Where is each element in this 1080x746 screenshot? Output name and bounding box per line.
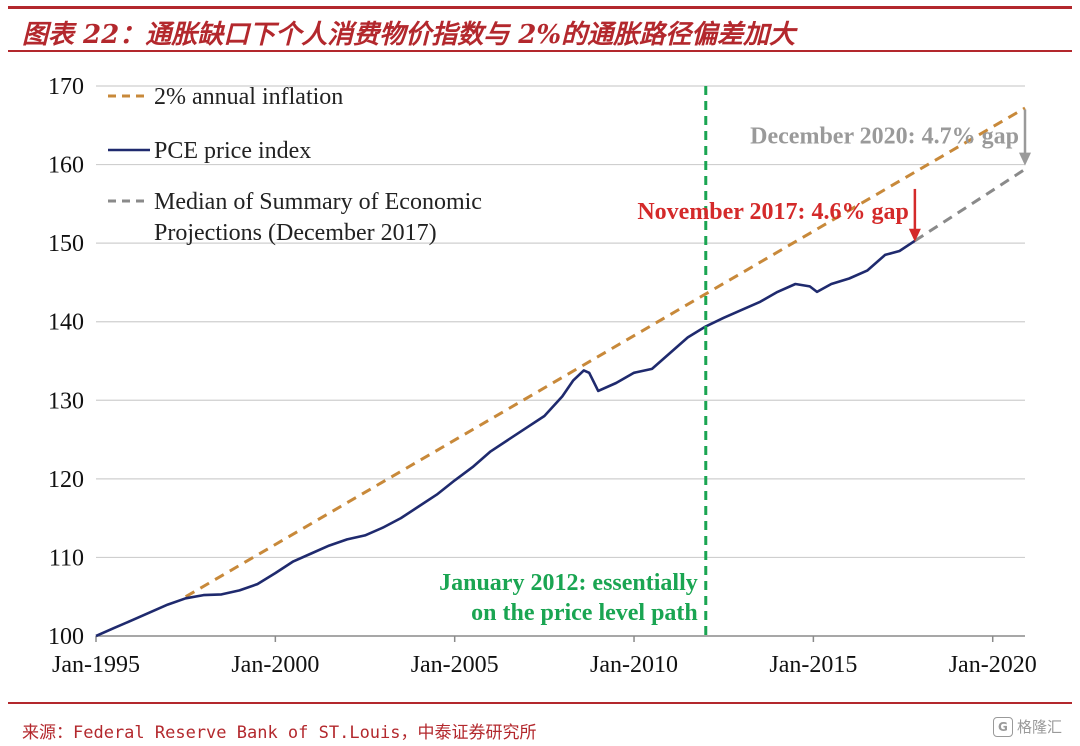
series-line-1 xyxy=(95,239,916,638)
y-tick-label-160: 160 xyxy=(48,153,84,179)
y-tick-label-170: 170 xyxy=(48,74,84,100)
series-line-2 xyxy=(914,168,1026,243)
jan2012-annotation-line-0: January 2012: essentially xyxy=(439,570,698,596)
title-bar: 图表 22：通胀缺口下个人消费物价指数与 2%的通胀路径偏差加大 xyxy=(0,0,1080,52)
jan2012-annotation-line-1: on the price level path xyxy=(471,600,698,626)
x-tick-label-1995: Jan-1995 xyxy=(52,652,140,678)
legend-label-1: PCE price index xyxy=(154,138,311,164)
legend-label-0: 2% annual inflation xyxy=(154,84,343,110)
y-tick-label-130: 130 xyxy=(48,388,84,414)
watermark-logo-icon: G xyxy=(992,716,1013,737)
y-axis-ticks: 100 110 120 130 140 150 160 170 xyxy=(48,74,84,650)
x-tick-label-2020: Jan-2020 xyxy=(949,652,1037,678)
series-line-0 xyxy=(184,106,1026,598)
x-tick-label-2010: Jan-2010 xyxy=(590,652,678,678)
title-bottom-rule xyxy=(8,50,1072,52)
annotation-layer: January 2012: essentially on the price le… xyxy=(439,86,1031,636)
nov2017-annotation-label: November 2017: 4.6% gap xyxy=(637,199,909,225)
dec2020-arrow-head xyxy=(1019,152,1031,166)
x-axis-ticks: Jan-1995 Jan-2000 Jan-2005 Jan-2010 Jan-2015… xyxy=(52,636,1037,678)
y-tick-label-140: 140 xyxy=(48,310,84,336)
title-top-rule xyxy=(8,6,1072,9)
x-tick-label-2015: Jan-2015 xyxy=(769,652,857,678)
y-tick-label-120: 120 xyxy=(48,467,84,493)
legend-label-2-0: Median of Summary of Economic xyxy=(154,189,482,215)
x-tick-label-2005: Jan-2005 xyxy=(411,652,499,678)
dec2020-annotation-label: December 2020: 4.7% gap xyxy=(750,123,1019,149)
footer-rule xyxy=(8,702,1072,704)
source-note: 来源：Federal Reserve Bank of ST.Louis，中泰证券… xyxy=(22,723,537,743)
watermark-text: 格隆汇 xyxy=(1016,718,1062,736)
watermark: G 格隆汇 xyxy=(992,716,1062,737)
x-tick-label-2000: Jan-2000 xyxy=(231,652,319,678)
nov2017-arrow-head xyxy=(908,228,921,242)
y-tick-label-110: 110 xyxy=(49,545,84,571)
y-tick-label-150: 150 xyxy=(48,231,84,257)
figure-title: 图表 22：通胀缺口下个人消费物价指数与 2%的通胀路径偏差加大 xyxy=(22,20,796,50)
pce-inflation-chart: 100 110 120 130 140 150 160 170 Jan-1995 Jan-200… xyxy=(48,74,1037,678)
y-tick-label-100: 100 xyxy=(48,624,84,650)
legend-label-2-1: Projections (December 2017) xyxy=(154,220,437,246)
chart-legend: 2% annual inflation PCE price index Median… xyxy=(108,84,482,246)
series-layer xyxy=(95,106,1026,638)
